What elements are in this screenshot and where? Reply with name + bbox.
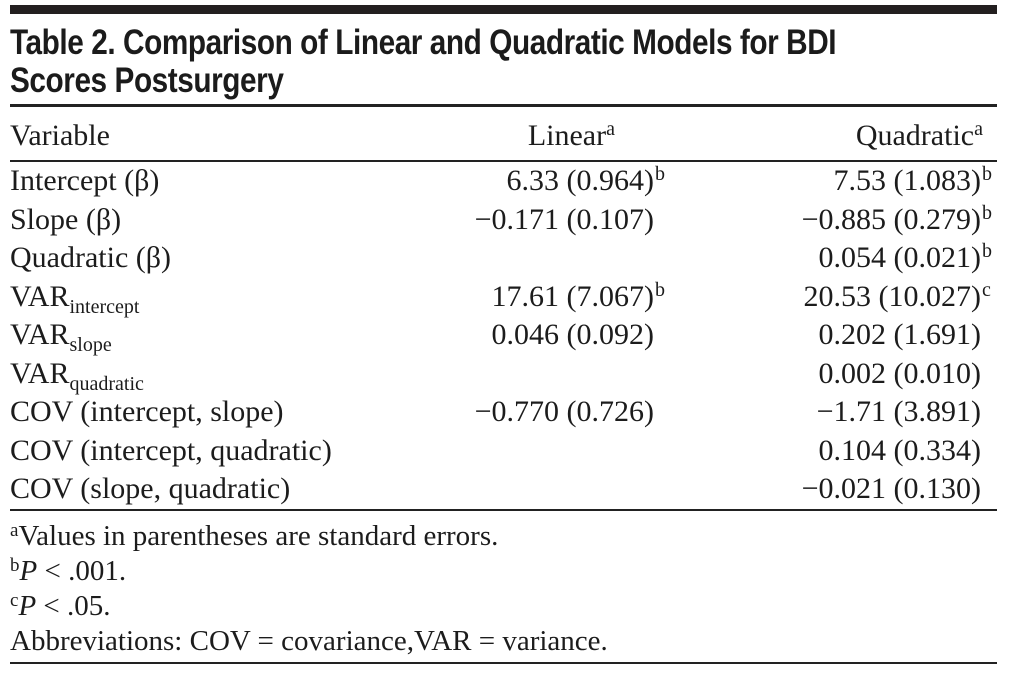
footnote-text: < .05. <box>36 589 111 622</box>
header-row: Variable Lineara Quadratica <box>10 105 997 162</box>
quadratic-value: −0.885 (0.279) <box>801 202 981 236</box>
model-comparison-table: Variable Lineara Quadratica Intercept (β… <box>10 104 997 511</box>
footnotes-block: aValues in parentheses are standard erro… <box>10 519 997 659</box>
quadratic-value-cell: 0.002 (0.010) <box>670 355 997 394</box>
significance-marker: b <box>982 163 992 185</box>
quadratic-value: −1.71 (3.891) <box>816 395 981 428</box>
quadratic-value-cell: 0.202 (1.691) <box>670 316 997 355</box>
row-label: COV (slope, quadratic) <box>10 470 382 511</box>
quadratic-value-cell: −1.71 (3.891) <box>670 393 997 432</box>
row-label-text: Quadratic (β) <box>10 241 172 274</box>
quadratic-value-cell: 0.104 (0.334) <box>670 432 997 471</box>
table-title-line1: Table 2. Comparison of Linear and Quadra… <box>10 23 837 62</box>
table-row: COV (slope, quadratic) −0.021 (0.130) <box>10 470 997 511</box>
linear-value-cell: −0.171 (0.107) <box>382 201 670 240</box>
col-header-linear-label: Linear <box>527 119 607 152</box>
footnote-marker: a <box>10 519 19 541</box>
row-label: COV (intercept, quadratic) <box>10 432 382 471</box>
footnote-marker: c <box>10 589 19 611</box>
top-black-bar <box>10 5 997 14</box>
table-row: COV (intercept, quadratic) 0.104 (0.334) <box>10 432 997 471</box>
row-label-text: VAR <box>10 279 70 313</box>
row-label-text: Intercept (β) <box>10 164 160 197</box>
row-label-text: Slope (β) <box>10 202 122 236</box>
table-title-line2: Scores Postsurgery <box>10 61 284 100</box>
row-label: VARquadratic <box>10 355 382 394</box>
linear-value-cell <box>382 355 670 394</box>
linear-value: −0.171 (0.107) <box>474 202 654 236</box>
footnote-c: cP < .05. <box>10 589 997 624</box>
row-label-subscript: quadratic <box>69 372 144 395</box>
significance-marker: b <box>655 163 665 185</box>
footnote-marker-a: a <box>974 118 983 140</box>
footnote-italic: P <box>19 554 38 587</box>
col-header-quadratic-label: Quadratic <box>855 119 975 152</box>
table-row: Slope (β) −0.171 (0.107) −0.885 (0.279)b <box>10 201 997 240</box>
row-label-text: VAR <box>10 356 70 390</box>
linear-value-cell <box>382 239 670 278</box>
table-row: Intercept (β) 6.33 (0.964)b 7.53 (1.083)… <box>10 161 997 201</box>
linear-value-cell <box>382 470 670 511</box>
row-label-subscript: slope <box>69 334 112 356</box>
linear-value: 17.61 (7.067) <box>491 279 654 313</box>
quadratic-value: 7.53 (1.083) <box>833 164 981 197</box>
table-row: VARslope 0.046 (0.092) 0.202 (1.691) <box>10 316 997 355</box>
footnote-abbreviations: Abbreviations: COV = covariance,VAR = va… <box>10 624 997 659</box>
linear-value: −0.770 (0.726) <box>474 395 654 428</box>
row-label: Intercept (β) <box>10 161 382 201</box>
linear-value-cell <box>382 432 670 471</box>
quadratic-value: 0.054 (0.021) <box>818 241 981 274</box>
linear-value-cell: 17.61 (7.067)b <box>382 278 670 317</box>
table-row: VARintercept 17.61 (7.067)b 20.53 (10.02… <box>10 278 997 317</box>
row-label-text: COV (intercept, quadratic) <box>10 433 332 467</box>
significance-marker: b <box>982 240 992 262</box>
table-row: COV (intercept, slope) −0.770 (0.726) −1… <box>10 393 997 432</box>
row-label-text: VAR <box>10 318 70 351</box>
col-header-variable: Variable <box>10 105 382 162</box>
footnote-italic: P <box>18 589 37 622</box>
footnote-text: < .001. <box>37 554 127 587</box>
row-label-text: COV (intercept, slope) <box>10 395 284 428</box>
quadratic-value-cell: −0.885 (0.279)b <box>670 201 997 240</box>
quadratic-value: 0.002 (0.010) <box>818 356 981 390</box>
footnote-b: bP < .001. <box>10 554 997 589</box>
quadratic-value-cell: 0.054 (0.021)b <box>670 239 997 278</box>
row-label: VARintercept <box>10 278 382 317</box>
quadratic-value-cell: −0.021 (0.130) <box>670 470 997 511</box>
row-label-subscript: intercept <box>69 295 140 318</box>
quadratic-value: 20.53 (10.027) <box>803 279 981 313</box>
quadratic-value-cell: 20.53 (10.027)c <box>670 278 997 317</box>
table-title: Table 2. Comparison of Linear and Quadra… <box>10 24 849 100</box>
significance-marker: b <box>655 278 665 301</box>
linear-value-cell: 0.046 (0.092) <box>382 316 670 355</box>
footnote-marker: b <box>10 554 20 576</box>
col-header-linear: Lineara <box>382 105 670 162</box>
footnote-a: aValues in parentheses are standard erro… <box>10 519 997 554</box>
significance-marker: b <box>982 201 992 224</box>
table-row: Quadratic (β) 0.054 (0.021)b <box>10 239 997 278</box>
linear-value: 0.046 (0.092) <box>491 318 654 351</box>
row-label: Quadratic (β) <box>10 239 382 278</box>
linear-value-cell: −0.770 (0.726) <box>382 393 670 432</box>
row-label: COV (intercept, slope) <box>10 393 382 432</box>
linear-value-cell: 6.33 (0.964)b <box>382 161 670 201</box>
footnote-text: Values in parentheses are standard error… <box>18 519 499 552</box>
row-label: Slope (β) <box>10 201 382 240</box>
table-row: VARquadratic 0.002 (0.010) <box>10 355 997 394</box>
table-figure: Table 2. Comparison of Linear and Quadra… <box>10 5 997 664</box>
quadratic-value: 0.104 (0.334) <box>818 433 981 467</box>
quadratic-value: −0.021 (0.130) <box>801 472 981 505</box>
footnote-marker-a: a <box>606 118 615 140</box>
row-label-text: COV (slope, quadratic) <box>10 472 291 505</box>
linear-value: 6.33 (0.964) <box>506 164 654 197</box>
footnote-text: Abbreviations: COV = covariance,VAR = va… <box>10 624 608 657</box>
row-label: VARslope <box>10 316 382 355</box>
significance-marker: c <box>982 278 991 301</box>
quadratic-value-cell: 7.53 (1.083)b <box>670 161 997 201</box>
bottom-rule <box>10 661 997 664</box>
quadratic-value: 0.202 (1.691) <box>818 318 981 351</box>
col-header-quadratic: Quadratica <box>670 105 997 162</box>
